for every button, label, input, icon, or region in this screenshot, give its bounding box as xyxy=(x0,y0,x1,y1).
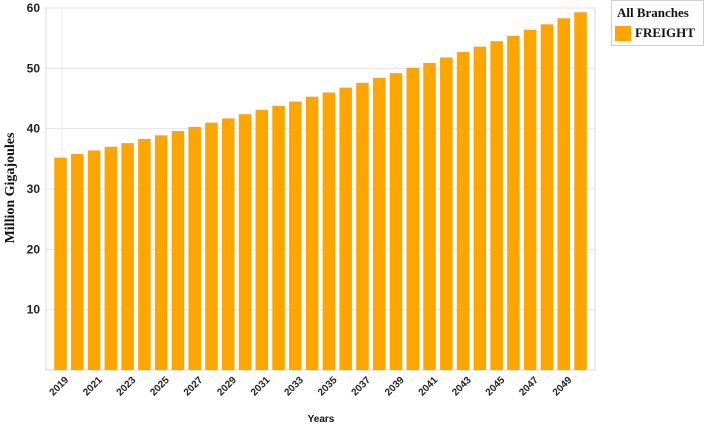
bar-2039 xyxy=(389,73,403,370)
bar-2024 xyxy=(138,138,151,370)
x-tick-label: 2025 xyxy=(148,375,172,399)
bar-2032 xyxy=(272,105,285,371)
x-tick-label: 2031 xyxy=(249,375,273,399)
y-tick-labels: 10 20 30 40 50 60 xyxy=(27,1,41,317)
bar-2031 xyxy=(255,109,269,371)
x-tick-label: 2043 xyxy=(450,375,474,399)
x-tick-label: 2045 xyxy=(484,375,508,399)
bars xyxy=(54,12,587,371)
bar-2046 xyxy=(507,35,520,370)
bar-2047 xyxy=(523,29,537,370)
x-tick-label: 2037 xyxy=(350,375,374,399)
bar-2040 xyxy=(406,67,420,370)
y-tick-label: 20 xyxy=(27,242,41,256)
bar-2036 xyxy=(339,87,352,370)
bar-2028 xyxy=(205,122,218,370)
legend: All Branches FREIGHT xyxy=(611,0,704,46)
x-tick-label: 2041 xyxy=(417,375,441,399)
bar-2045 xyxy=(490,41,503,371)
bar-2043 xyxy=(456,52,470,370)
y-axis-title: Million Gigajoules xyxy=(3,132,18,243)
bar-2041 xyxy=(423,62,436,371)
x-tick-label: 2035 xyxy=(316,375,340,399)
x-tick-label: 2033 xyxy=(282,375,306,399)
x-tick-label: 2049 xyxy=(551,375,575,399)
bar-2035 xyxy=(322,92,336,370)
bar-2049 xyxy=(557,18,570,370)
bar-2048 xyxy=(540,24,554,370)
y-tick-label: 40 xyxy=(27,122,41,136)
bar-2042 xyxy=(440,57,453,370)
x-axis-title: Years xyxy=(308,414,335,425)
bar-2038 xyxy=(372,77,386,371)
bar-2033 xyxy=(289,101,302,371)
legend-title: All Branches xyxy=(617,5,689,20)
legend-label-freight: FREIGHT xyxy=(635,25,695,40)
bar-2037 xyxy=(356,82,369,370)
bar-2025 xyxy=(154,135,168,370)
bar-2027 xyxy=(188,126,201,370)
bar-2022 xyxy=(104,146,118,370)
x-tick-label: 2021 xyxy=(81,375,105,399)
bar-2050 xyxy=(574,12,587,370)
legend-swatch-freight xyxy=(615,26,631,41)
x-tick-label: 2023 xyxy=(115,375,139,399)
bar-2019 xyxy=(54,157,67,370)
bar-2020 xyxy=(71,154,84,370)
bar-2029 xyxy=(221,118,235,370)
bar-2034 xyxy=(305,96,319,370)
bar-2044 xyxy=(473,46,487,371)
bar-2021 xyxy=(87,150,101,370)
x-tick-labels: 2019 2021 2023 2025 2027 2029 2031 2033 2035 2037… xyxy=(48,375,575,399)
bar-2026 xyxy=(171,131,185,370)
y-tick-label: 50 xyxy=(27,61,41,75)
bar-2030 xyxy=(238,114,252,370)
y-tick-label: 60 xyxy=(27,1,41,15)
x-tick-label: 2039 xyxy=(383,375,407,399)
x-tick-label: 2027 xyxy=(182,375,206,399)
y-tick-label: 30 xyxy=(27,182,41,196)
x-tick-label: 2029 xyxy=(215,375,239,399)
bar-2023 xyxy=(121,143,134,370)
y-tick-label: 10 xyxy=(27,303,41,317)
x-tick-label: 2019 xyxy=(48,375,72,399)
x-tick-label: 2047 xyxy=(517,375,541,399)
